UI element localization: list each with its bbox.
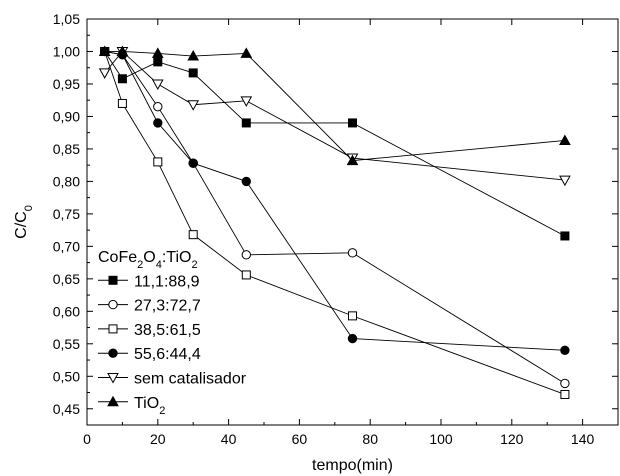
legend-item: 55,6:44,4 <box>98 346 201 363</box>
data-point <box>348 311 357 321</box>
legend-title: CoFe2O4:TiO2 <box>98 249 198 271</box>
data-point <box>117 98 127 108</box>
data-point <box>188 230 198 240</box>
data-point <box>153 101 163 112</box>
x-tick-label: 100 <box>429 431 453 447</box>
data-point <box>559 175 571 187</box>
x-tick-label: 20 <box>150 431 166 447</box>
legend-marker <box>108 348 118 358</box>
data-point <box>240 96 253 107</box>
x-tick-label: 80 <box>362 431 378 447</box>
y-tick-label: 0,95 <box>53 76 80 92</box>
legend-label: 27,3:72,7 <box>134 298 201 315</box>
y-tick-label: 1,00 <box>53 43 80 59</box>
y-tick-label: 0,85 <box>53 141 80 157</box>
data-point <box>347 248 358 258</box>
y-tick-label: 0,90 <box>53 108 80 124</box>
y-tick-label: 0,55 <box>53 336 80 352</box>
legend-item: TiO2 <box>98 395 165 417</box>
data-point <box>347 333 358 344</box>
x-tick-label: 40 <box>221 431 237 447</box>
series-line <box>104 50 565 181</box>
data-point <box>151 47 164 58</box>
data-point <box>153 157 163 167</box>
y-tick-label: 0,65 <box>53 271 80 287</box>
data-point <box>241 270 251 280</box>
legend-item: 11,1:88,9 <box>98 273 200 290</box>
data-point <box>560 231 570 241</box>
legend-label: sem catalisador <box>134 371 247 388</box>
y-tick-label: 0,70 <box>53 238 80 254</box>
legend-item: 27,3:72,7 <box>98 298 201 315</box>
y-tick-label: 1,05 <box>53 11 80 27</box>
legend-item: 38,5:61,5 <box>98 322 201 339</box>
plot-frame <box>86 18 619 426</box>
y-axis-label: C/C0 <box>13 205 35 239</box>
legend-label: TiO2 <box>134 395 165 417</box>
data-point <box>241 250 252 260</box>
legend-label: 55,6:44,4 <box>134 346 201 363</box>
data-point <box>346 154 359 166</box>
x-tick-label: 60 <box>292 431 308 447</box>
data-point <box>560 345 570 355</box>
data-point <box>187 100 200 111</box>
data-point <box>560 378 570 389</box>
legend-marker <box>107 373 119 384</box>
data-point <box>241 118 251 128</box>
legend-label: 38,5:61,5 <box>134 322 201 339</box>
data-point <box>560 389 570 399</box>
x-tick-label: 120 <box>500 431 524 447</box>
data-point <box>559 134 571 145</box>
data-point <box>151 79 164 90</box>
data-point <box>187 49 200 61</box>
y-tick-label: 0,50 <box>53 368 80 384</box>
data-point <box>117 74 127 84</box>
legend-marker <box>108 324 118 334</box>
series-6 <box>98 45 571 166</box>
data-point <box>240 47 253 58</box>
x-tick-label: 140 <box>571 431 595 447</box>
legend-marker <box>107 395 119 407</box>
x-tick-label: 0 <box>83 431 91 447</box>
x-axis-label: tempo(min) <box>312 457 393 474</box>
data-point <box>188 158 198 168</box>
legend-label: 11,1:88,9 <box>134 273 200 290</box>
data-point <box>98 45 111 56</box>
data-point <box>153 118 163 128</box>
legend-marker <box>108 275 118 285</box>
data-point <box>98 68 111 79</box>
series-line <box>104 51 566 237</box>
data-point <box>153 57 163 67</box>
series-1 <box>100 46 570 241</box>
data-point <box>116 45 129 56</box>
data-point <box>241 176 252 187</box>
data-point <box>348 118 357 128</box>
series-line <box>104 51 566 395</box>
legend: CoFe2O4:TiO2 11,1:88,9 27,3:72,7 38,5:61,5 5… <box>98 249 247 417</box>
series-line <box>104 51 565 162</box>
y-tick-label: 0,60 <box>53 303 80 319</box>
y-tick-label: 0,80 <box>53 173 80 189</box>
y-tick-label: 0,45 <box>53 401 80 417</box>
y-tick-label: 0,75 <box>53 206 80 222</box>
series-5 <box>98 46 571 187</box>
legend-marker <box>108 299 118 310</box>
data-point <box>188 68 198 78</box>
legend-item: sem catalisador <box>98 371 247 388</box>
